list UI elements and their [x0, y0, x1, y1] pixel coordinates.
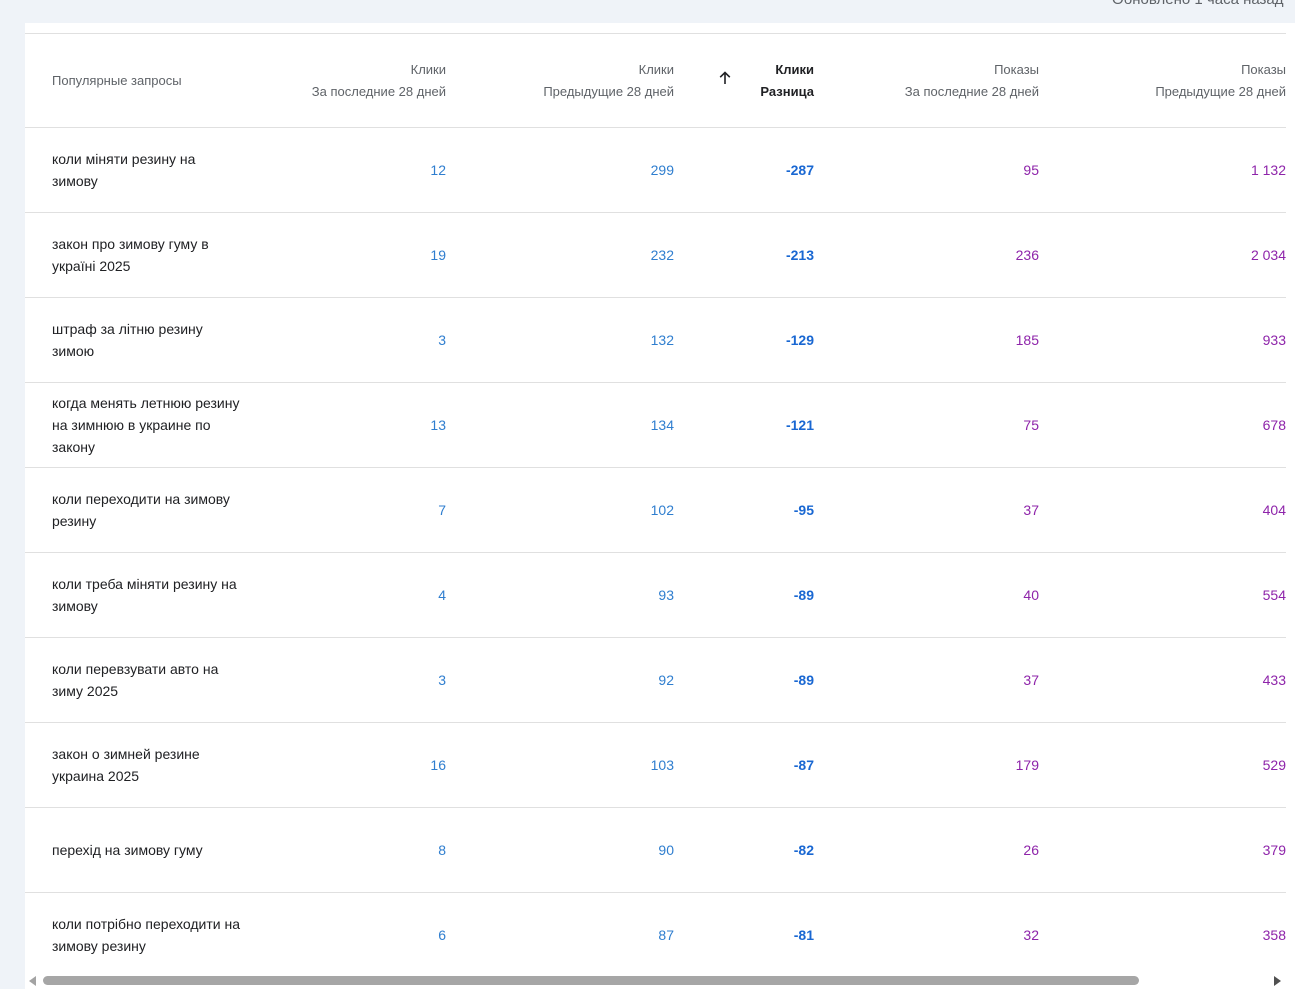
- impressions-last-cell: 40: [814, 552, 1039, 638]
- header-period: За последние 28 дней: [904, 83, 1039, 99]
- scroll-left-arrow-icon[interactable]: [29, 976, 36, 986]
- clicks-last-cell: 7: [265, 467, 446, 553]
- header-period: Предыдущие 28 дней: [543, 83, 674, 99]
- impressions-prev-cell: 529: [1039, 722, 1286, 808]
- impressions-last-cell: 32: [814, 892, 1039, 972]
- impressions-prev-cell: 379: [1039, 807, 1286, 893]
- table-row[interactable]: когда менять летнюю резину на зимнюю в у…: [25, 382, 1286, 468]
- table-header-row: Популярные запросы Клики За последние 28…: [25, 34, 1286, 128]
- query-cell[interactable]: закон о зимней резине украина 2025: [25, 722, 265, 808]
- impressions-last-cell: 95: [814, 127, 1039, 213]
- header-clicks-prev-28[interactable]: Клики Предыдущие 28 дней: [446, 34, 674, 128]
- impressions-last-cell: 75: [814, 382, 1039, 468]
- header-impressions-last-28[interactable]: Показы За последние 28 дней: [814, 34, 1039, 128]
- clicks-diff-cell: -89: [674, 552, 814, 638]
- header-metric: Показы: [994, 61, 1039, 77]
- clicks-last-cell: 16: [265, 722, 446, 808]
- query-cell[interactable]: коли перевзувати авто на зиму 2025: [25, 637, 265, 723]
- impressions-last-cell: 26: [814, 807, 1039, 893]
- table-row[interactable]: закон про зимову гуму в україні 2025 19 23…: [25, 212, 1286, 298]
- clicks-last-cell: 6: [265, 892, 446, 972]
- clicks-prev-cell: 102: [446, 467, 674, 553]
- clicks-prev-cell: 103: [446, 722, 674, 808]
- table-row[interactable]: закон о зимней резине украина 2025 16 103-…: [25, 722, 1286, 808]
- clicks-diff-cell: -287: [674, 127, 814, 213]
- horizontal-scrollbar[interactable]: [25, 972, 1295, 989]
- header-metric: Клики: [410, 61, 446, 77]
- impressions-prev-cell: 2 034: [1039, 212, 1286, 298]
- impressions-last-cell: 236: [814, 212, 1039, 298]
- impressions-last-cell: 37: [814, 637, 1039, 723]
- clicks-prev-cell: 90: [446, 807, 674, 893]
- impressions-prev-cell: 404: [1039, 467, 1286, 553]
- impressions-prev-cell: 554: [1039, 552, 1286, 638]
- clicks-diff-cell: -89: [674, 637, 814, 723]
- scrollbar-thumb[interactable]: [43, 976, 1139, 985]
- clicks-diff-cell: -87: [674, 722, 814, 808]
- clicks-diff-cell: -81: [674, 892, 814, 972]
- table-row[interactable]: штраф за літню резину зимою 3 132 -129 185 93…: [25, 297, 1286, 383]
- header-period: Предыдущие 28 дней: [1155, 83, 1286, 99]
- clicks-diff-cell: -82: [674, 807, 814, 893]
- clicks-last-cell: 12: [265, 127, 446, 213]
- query-cell[interactable]: коли потрібно переходити на зимову резин…: [25, 892, 265, 972]
- table-row[interactable]: коли перевзувати авто на зиму 2025 3 92 -89…: [25, 637, 1286, 723]
- header-period: Разница: [760, 83, 814, 99]
- query-cell[interactable]: закон про зимову гуму в україні 2025: [25, 212, 265, 298]
- last-updated-text: Обновлено 1 часа назад: [1112, 0, 1284, 8]
- table-row[interactable]: коли міняти резину на зимову 12 299 -287 95 1…: [25, 127, 1286, 213]
- clicks-last-cell: 3: [265, 297, 446, 383]
- header-period: За последние 28 дней: [311, 83, 446, 99]
- query-cell[interactable]: когда менять летнюю резину на зимнюю в у…: [25, 382, 265, 468]
- clicks-last-cell: 8: [265, 807, 446, 893]
- impressions-prev-cell: 933: [1039, 297, 1286, 383]
- query-cell[interactable]: перехід на зимову гуму: [25, 807, 265, 893]
- impressions-prev-cell: 433: [1039, 637, 1286, 723]
- impressions-last-cell: 185: [814, 297, 1039, 383]
- queries-table-panel: Популярные запросы Клики За последние 28…: [25, 23, 1295, 972]
- clicks-diff-cell: -213: [674, 212, 814, 298]
- clicks-last-cell: 19: [265, 212, 446, 298]
- impressions-last-cell: 37: [814, 467, 1039, 553]
- clicks-prev-cell: 299: [446, 127, 674, 213]
- clicks-prev-cell: 93: [446, 552, 674, 638]
- table-row[interactable]: перехід на зимову гуму 8 90 -82 26 379: [25, 807, 1286, 893]
- arrow-up-icon: [720, 70, 731, 84]
- clicks-last-cell: 13: [265, 382, 446, 468]
- header-clicks-last-28[interactable]: Клики За последние 28 дней: [265, 34, 446, 128]
- queries-table: Популярные запросы Клики За последние 28…: [25, 34, 1286, 972]
- header-metric: Клики: [775, 61, 814, 77]
- clicks-prev-cell: 92: [446, 637, 674, 723]
- impressions-prev-cell: 1 132: [1039, 127, 1286, 213]
- impressions-last-cell: 179: [814, 722, 1039, 808]
- clicks-last-cell: 3: [265, 637, 446, 723]
- header-clicks-diff[interactable]: Клики Разница: [674, 34, 814, 128]
- query-cell[interactable]: коли треба міняти резину на зимову: [25, 552, 265, 638]
- header-label: Популярные запросы: [52, 72, 182, 88]
- table-row[interactable]: коли переходити на зимову резину 7 102 -95 3…: [25, 467, 1286, 553]
- scroll-right-arrow-icon[interactable]: [1274, 976, 1281, 986]
- header-metric: Клики: [638, 61, 674, 77]
- query-cell[interactable]: штраф за літню резину зимою: [25, 297, 265, 383]
- header-impressions-prev-28[interactable]: Показы Предыдущие 28 дней: [1039, 34, 1286, 128]
- query-cell[interactable]: коли переходити на зимову резину: [25, 467, 265, 553]
- clicks-diff-cell: -129: [674, 297, 814, 383]
- query-cell[interactable]: коли міняти резину на зимову: [25, 127, 265, 213]
- clicks-last-cell: 4: [265, 552, 446, 638]
- clicks-prev-cell: 232: [446, 212, 674, 298]
- clicks-prev-cell: 87: [446, 892, 674, 972]
- divider: [25, 33, 1286, 34]
- table-row[interactable]: коли треба міняти резину на зимову 4 93 -89…: [25, 552, 1286, 638]
- impressions-prev-cell: 358: [1039, 892, 1286, 972]
- header-metric: Показы: [1241, 61, 1286, 77]
- clicks-prev-cell: 134: [446, 382, 674, 468]
- header-queries[interactable]: Популярные запросы: [25, 34, 265, 128]
- clicks-diff-cell: -95: [674, 467, 814, 553]
- table-row[interactable]: коли потрібно переходити на зимову резин…: [25, 892, 1286, 972]
- clicks-prev-cell: 132: [446, 297, 674, 383]
- clicks-diff-cell: -121: [674, 382, 814, 468]
- impressions-prev-cell: 678: [1039, 382, 1286, 468]
